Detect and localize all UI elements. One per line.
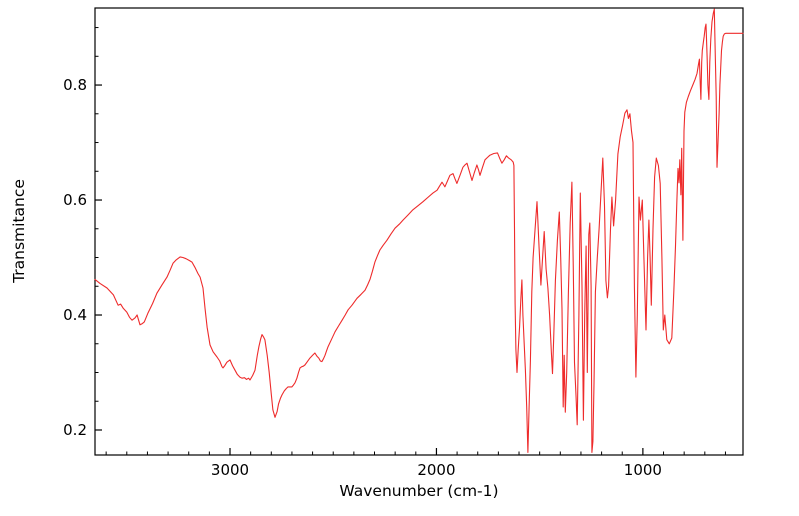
x-axis-label: Wavenumber (cm-1) <box>339 482 499 500</box>
plot-border <box>94 7 744 456</box>
spectrum-line <box>94 8 744 453</box>
y-tick-label: 0.4 <box>63 306 87 324</box>
y-axis-label: Transmitance <box>10 179 28 283</box>
x-tick-label: 1000 <box>624 461 662 479</box>
y-tick-label: 0.6 <box>63 191 87 209</box>
y-tick-label: 0.8 <box>63 76 87 94</box>
x-tick-label: 2000 <box>417 461 455 479</box>
plot-area: 3000 2000 1000 0.2 0.4 0.6 0.8 <box>63 7 744 479</box>
x-tick-label: 3000 <box>211 461 249 479</box>
y-tick-label: 0.2 <box>63 421 87 439</box>
